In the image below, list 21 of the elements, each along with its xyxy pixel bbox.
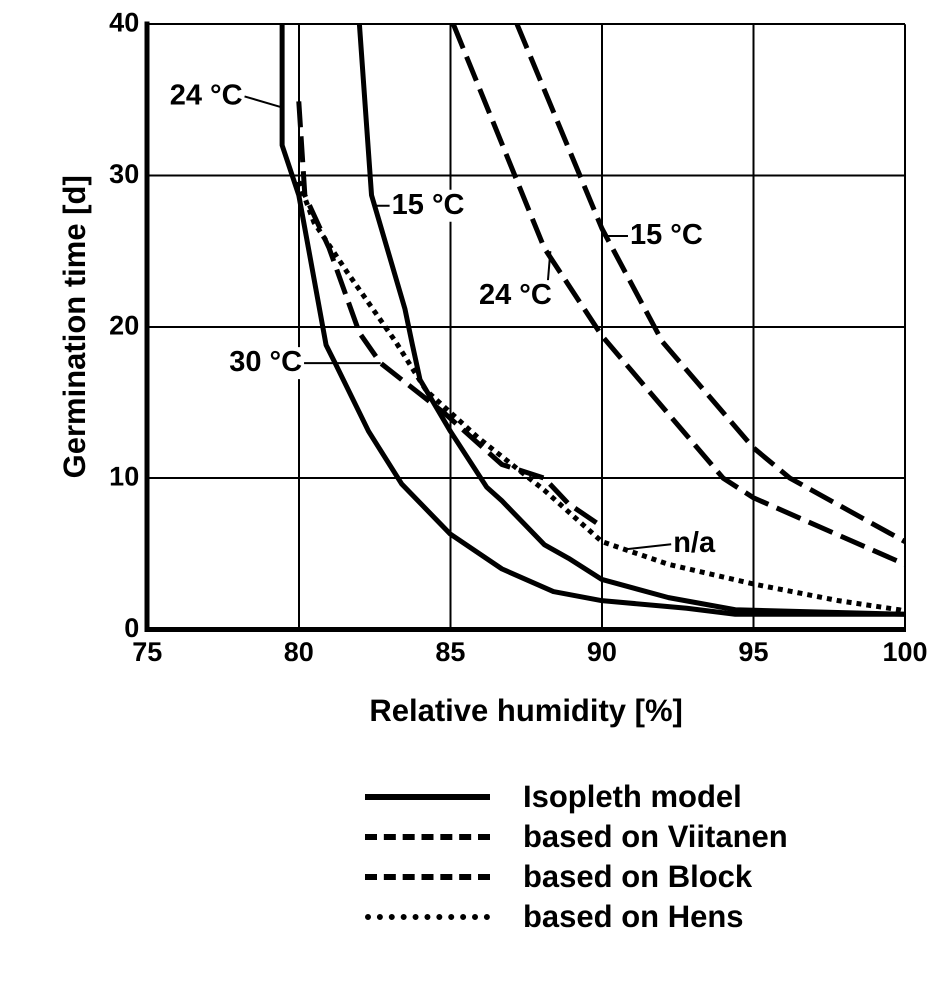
legend-label: Isopleth model — [523, 779, 742, 815]
x-tick-label: 100 — [882, 637, 928, 668]
annotation: 30 °C — [229, 346, 302, 378]
x-tick-label: 80 — [284, 637, 314, 668]
y-tick-label: 40 — [109, 8, 140, 38]
x-tick-label: 90 — [586, 637, 617, 668]
annotation: 24 °C — [170, 79, 243, 112]
annotation: n/a — [673, 527, 716, 560]
legend-label: based on Block — [523, 859, 752, 895]
annotation: 15 °C — [392, 188, 465, 221]
x-tick-label: 95 — [738, 637, 768, 668]
y-tick-label: 10 — [109, 462, 140, 492]
y-tick-label: 30 — [109, 158, 140, 189]
legend-label: based on Hens — [523, 899, 744, 935]
y-axis-title: Germination time [d] — [57, 175, 92, 478]
legend-label: based on Viitanen — [523, 819, 788, 855]
y-tick-label: 20 — [109, 310, 140, 340]
annotation: 24 °C — [478, 279, 552, 312]
annotation: 15 °C — [630, 219, 703, 252]
x-axis-title: Relative humidity [%] — [369, 692, 683, 728]
x-tick-label: 85 — [435, 637, 466, 668]
